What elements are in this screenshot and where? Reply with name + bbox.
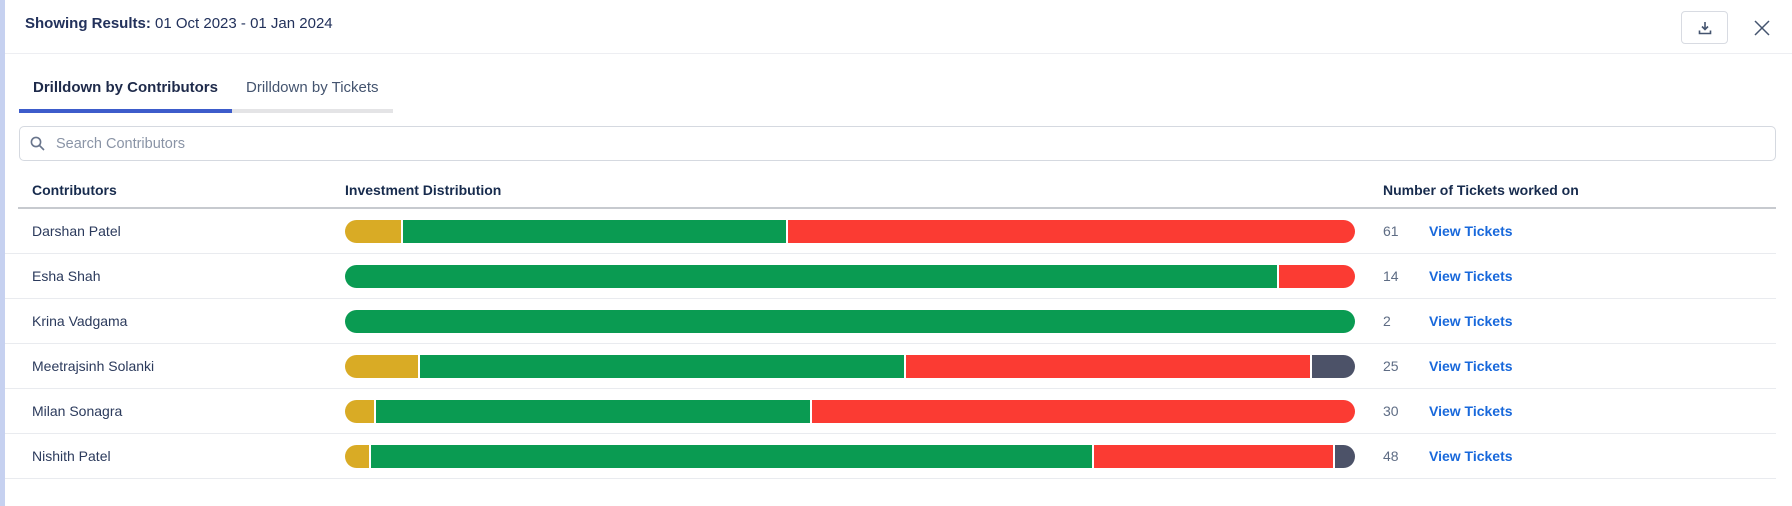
contributor-name: Nishith Patel [32,448,111,464]
column-header-investment-distribution: Investment Distribution [345,182,502,198]
column-header-number-of-tickets: Number of Tickets worked on [1383,182,1579,198]
contributor-name: Esha Shah [32,268,101,284]
contributors-table: Contributors Investment Distribution Num… [5,182,1776,479]
tickets-count: 61 [1383,223,1399,239]
table-row: Esha Shah 14 View Tickets [5,254,1776,299]
close-button[interactable] [1750,16,1774,40]
bar-segment-yellow [345,219,402,243]
bar-segment-green [371,444,1092,468]
search-bar [19,126,1776,161]
investment-distribution-bar [345,219,1355,243]
bar-segment-red [1093,444,1333,468]
panel-header: Showing Results: 01 Oct 2023 - 01 Jan 20… [5,0,1792,54]
bar-segment-green [345,309,1355,333]
tickets-count: 30 [1383,403,1399,419]
bar-segment-red [787,219,1355,243]
bar-segment-green [345,264,1278,288]
showing-results-range: 01 Oct 2023 - 01 Jan 2024 [150,15,333,32]
panel-left-edge [0,0,5,506]
bar-segment-red [811,399,1355,423]
bar-segment-green [376,399,810,423]
view-tickets-link[interactable]: View Tickets [1429,313,1513,329]
tab-drilldown-by-contributors[interactable]: Drilldown by Contributors [19,79,232,113]
investment-distribution-bar [345,354,1355,378]
showing-results-label: Showing Results: [25,15,151,32]
investment-distribution-bar [345,264,1355,288]
table-row: Meetrajsinh Solanki 25 View Tickets [5,344,1776,389]
header-divider [18,207,1776,209]
table-header-row: Contributors Investment Distribution Num… [5,182,1776,198]
download-icon [1697,20,1713,36]
tickets-count: 48 [1383,448,1399,464]
bar-segment-yellow [345,444,370,468]
table-body: Darshan Patel 61 View Tickets Esha Shah … [5,209,1776,479]
view-tickets-link[interactable]: View Tickets [1429,448,1513,464]
tickets-count: 25 [1383,358,1399,374]
view-tickets-link[interactable]: View Tickets [1429,268,1513,284]
download-button[interactable] [1681,11,1728,44]
bar-segment-yellow [345,354,419,378]
table-row: Nishith Patel 48 View Tickets [5,434,1776,479]
search-input[interactable] [19,126,1776,161]
bar-segment-green [420,354,905,378]
column-header-contributors: Contributors [32,182,117,198]
tickets-count: 14 [1383,268,1399,284]
investment-distribution-bar [345,444,1355,468]
tickets-count: 2 [1383,313,1391,329]
bar-segment-yellow [345,399,375,423]
showing-results-text: Showing Results: 01 Oct 2023 - 01 Jan 20… [25,15,333,32]
view-tickets-link[interactable]: View Tickets [1429,358,1513,374]
close-icon [1753,19,1771,37]
bar-segment-red [906,354,1310,378]
drilldown-panel: Showing Results: 01 Oct 2023 - 01 Jan 20… [5,0,1792,506]
table-row: Milan Sonagra 30 View Tickets [5,389,1776,434]
contributor-name: Krina Vadgama [32,313,128,329]
view-tickets-link[interactable]: View Tickets [1429,223,1513,239]
bar-segment-slate [1311,354,1355,378]
view-tickets-link[interactable]: View Tickets [1429,403,1513,419]
table-row: Krina Vadgama 2 View Tickets [5,299,1776,344]
contributor-name: Milan Sonagra [32,403,123,419]
tab-drilldown-by-tickets[interactable]: Drilldown by Tickets [232,79,393,113]
search-icon [29,135,46,152]
investment-distribution-bar [345,399,1355,423]
bar-segment-slate [1334,444,1355,468]
contributor-name: Darshan Patel [32,223,121,239]
investment-distribution-bar [345,309,1355,333]
tab-bar: Drilldown by Contributors Drilldown by T… [19,79,1792,113]
table-row: Darshan Patel 61 View Tickets [5,209,1776,254]
bar-segment-red [1279,264,1355,288]
contributor-name: Meetrajsinh Solanki [32,358,155,374]
bar-segment-green [403,219,786,243]
